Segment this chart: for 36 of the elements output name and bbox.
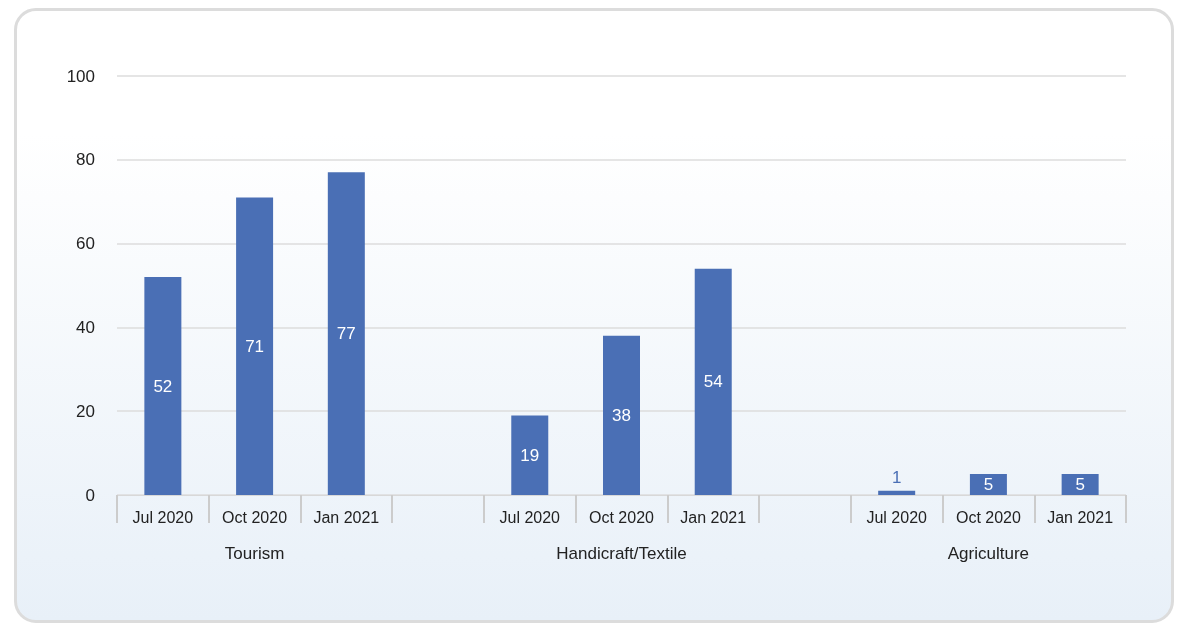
- x-tick-label: Jan 2021: [313, 508, 380, 526]
- y-tick-label: 80: [76, 150, 95, 170]
- x-tick-label: Jan 2021: [1047, 508, 1114, 526]
- data-label: 38: [612, 405, 631, 425]
- data-label: 71: [245, 336, 265, 356]
- bar: [878, 490, 916, 495]
- data-label: 19: [520, 445, 540, 465]
- bar: [236, 197, 274, 495]
- y-tick-label: 100: [66, 66, 95, 86]
- bar: [694, 268, 732, 495]
- data-label: 77: [336, 324, 356, 344]
- data-label: 5: [983, 475, 994, 495]
- x-tick-label: Oct 2020: [955, 508, 1021, 526]
- x-tick-label: Oct 2020: [589, 508, 655, 526]
- x-tick-label: Jul 2020: [499, 508, 561, 526]
- bar: [144, 277, 182, 495]
- x-tick-label: Jul 2020: [866, 508, 928, 526]
- bar: [327, 172, 365, 495]
- bar: [511, 415, 549, 495]
- y-tick-label: 40: [76, 317, 95, 337]
- bar: [969, 474, 1007, 495]
- text: Handicraft/Textile: [556, 544, 687, 563]
- y-tick-label: 20: [76, 401, 95, 421]
- data-label: 5: [1075, 475, 1085, 495]
- bar: [603, 335, 640, 495]
- y-tick-label: 0: [85, 485, 95, 505]
- y-tick-label: 60: [76, 234, 95, 254]
- data-label: 54: [703, 372, 723, 392]
- bar: [1061, 474, 1099, 495]
- text: Agriculture: [947, 544, 1030, 563]
- x-tick-label: Oct 2020: [222, 508, 288, 526]
- x-tick-label: Jan 2021: [680, 508, 747, 526]
- data-label: 1: [891, 467, 902, 487]
- x-tick-label: Jul 2020: [132, 508, 194, 526]
- data-label: 52: [153, 376, 173, 396]
- text: Tourism: [224, 544, 285, 563]
